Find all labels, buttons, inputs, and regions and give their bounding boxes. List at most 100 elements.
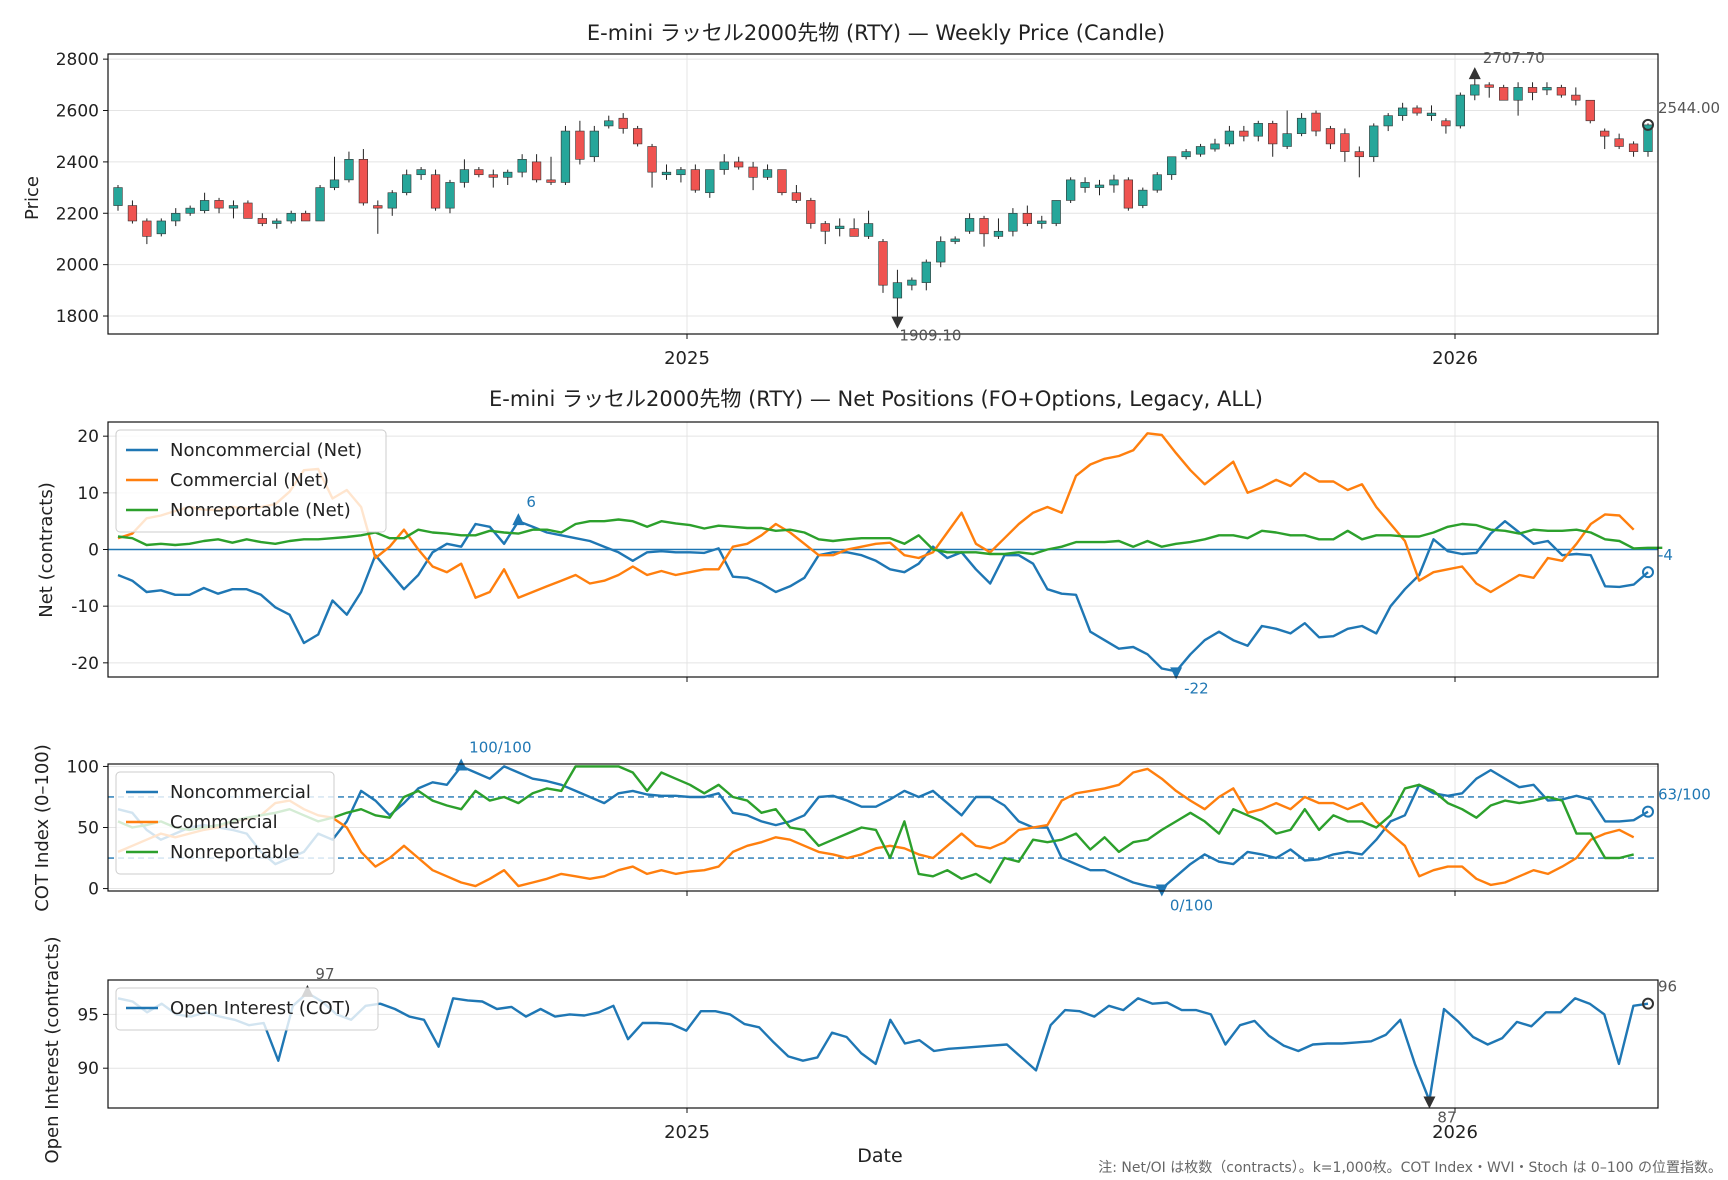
price-ytick-label: 2800: [56, 50, 99, 70]
open-interest-min-annotation: 87: [1437, 1108, 1456, 1126]
candle-body: [1397, 107, 1408, 116]
net-series-1-line: [117, 432, 1635, 599]
candle-body: [806, 200, 816, 224]
candle-body: [1527, 87, 1538, 93]
candle-body: [185, 207, 195, 214]
open-interest-last-marker: [1642, 997, 1654, 1010]
candle-body: [820, 223, 830, 232]
candle-body: [1109, 179, 1119, 186]
price-max-annotation: 2707.70: [1483, 49, 1545, 67]
candle-body: [618, 117, 628, 129]
price-last-annotation: 2544.00: [1658, 99, 1720, 117]
cot-index-ylabel: COT Index (0–100): [32, 744, 53, 912]
price-xtick-label: 2025: [664, 348, 710, 369]
open-interest-legend-box: [115, 987, 379, 1031]
candle-body: [286, 212, 296, 222]
candle-body: [589, 130, 599, 158]
candle-body: [1022, 212, 1032, 224]
candle-body: [1210, 143, 1220, 150]
net-ytick-label: -20: [71, 654, 99, 674]
candle-body: [1123, 179, 1134, 209]
candle-body: [936, 241, 946, 263]
net-ytick-label: -10: [71, 597, 99, 617]
candle-body: [1224, 130, 1235, 145]
candle-body: [1253, 123, 1263, 137]
net-ylabel: Net (contracts): [36, 482, 57, 618]
net-ytick-label: 20: [77, 427, 99, 447]
cot-index-max-annotation: 100/100: [469, 738, 531, 756]
candle-body: [777, 169, 787, 194]
open-interest-xtick-label: 2026: [1432, 1122, 1478, 1143]
candle-body: [315, 187, 325, 222]
cot-index-legend: Noncommercial Commercial Nonreportable: [115, 771, 335, 875]
cot-index-series-2-line: [117, 765, 1634, 884]
candle-body: [1369, 125, 1379, 158]
open-interest-panel: 90 95 2025 2026 Open Interest (COT): [77, 979, 1659, 1143]
candle-body: [560, 130, 571, 183]
candle-body: [1412, 107, 1422, 114]
candle-body: [517, 159, 527, 173]
candle-body: [1340, 133, 1350, 152]
candle-body: [835, 225, 845, 229]
cot-index-series-1-line: [117, 767, 1635, 888]
net-min-marker: [1170, 667, 1183, 680]
cot-index-legend-label: Nonreportable: [170, 842, 299, 863]
price-ytick-label: 1800: [56, 307, 99, 327]
candle-body: [791, 192, 802, 201]
candle-body: [1354, 151, 1364, 158]
candle-body: [878, 241, 888, 286]
cot-index-series-0-line: [117, 765, 1649, 890]
candle-body: [1282, 133, 1292, 147]
candle-body: [1383, 115, 1393, 127]
candle-body: [575, 130, 585, 160]
open-interest-min-marker: [1423, 1096, 1436, 1109]
net-legend-label: Commercial (Net): [170, 470, 329, 491]
candle-body: [1513, 87, 1523, 101]
candle-body: [402, 174, 412, 194]
candle-body: [1585, 99, 1595, 122]
candle-body: [676, 169, 686, 176]
net-last-marker: [1642, 566, 1654, 579]
candle-body: [1643, 124, 1653, 152]
candle-body: [430, 174, 441, 209]
net-plot-frame: [107, 421, 1659, 678]
open-interest-ytick-label: 95: [77, 1005, 99, 1025]
candle-body: [214, 200, 224, 209]
net-panel-title: E-mini ラッセル2000先物 (RTY) — Net Positions …: [489, 387, 1263, 411]
open-interest-max-annotation: 97: [315, 965, 334, 983]
candle-body: [488, 174, 498, 178]
candle-body: [1614, 138, 1624, 147]
candle-body: [257, 218, 267, 224]
candle-body: [1470, 84, 1480, 96]
cot-index-ytick-label: 50: [77, 819, 99, 839]
cot-index-last-annotation: 63/100: [1658, 786, 1711, 804]
candle-body: [1037, 220, 1047, 224]
open-interest-ylabel: Open Interest (contracts): [42, 936, 63, 1163]
candle-body: [1066, 179, 1076, 201]
candle-body: [849, 228, 859, 237]
candle-body: [199, 200, 210, 211]
candle-body: [1455, 94, 1465, 127]
footnote: 注: Net/OI は枚数（contracts）。k=1,000枚。COT In…: [1098, 1160, 1722, 1176]
candle-body: [907, 279, 917, 286]
cot-index-legend-label: Commercial: [170, 812, 278, 833]
net-series-0-line: [117, 520, 1649, 673]
candle-body: [1268, 123, 1278, 145]
candle-body: [734, 161, 744, 168]
candle-body: [719, 161, 729, 170]
candle-body: [373, 205, 383, 209]
net-legend: Noncommercial (Net) Commercial (Net) Nonre…: [115, 429, 387, 533]
candle-body: [1600, 130, 1610, 137]
candle-body: [1051, 200, 1061, 224]
price-plot-frame: [107, 53, 1659, 335]
candle-body: [1080, 182, 1090, 188]
candle-body: [1499, 87, 1509, 101]
candle-body: [993, 230, 1004, 237]
candle-body: [748, 166, 758, 178]
candle-body: [1239, 130, 1249, 137]
candle-body: [1195, 146, 1206, 155]
candle-body: [474, 169, 484, 176]
price-max-marker: [1468, 67, 1481, 80]
candle-body: [142, 220, 152, 237]
candle-body: [1484, 84, 1494, 88]
